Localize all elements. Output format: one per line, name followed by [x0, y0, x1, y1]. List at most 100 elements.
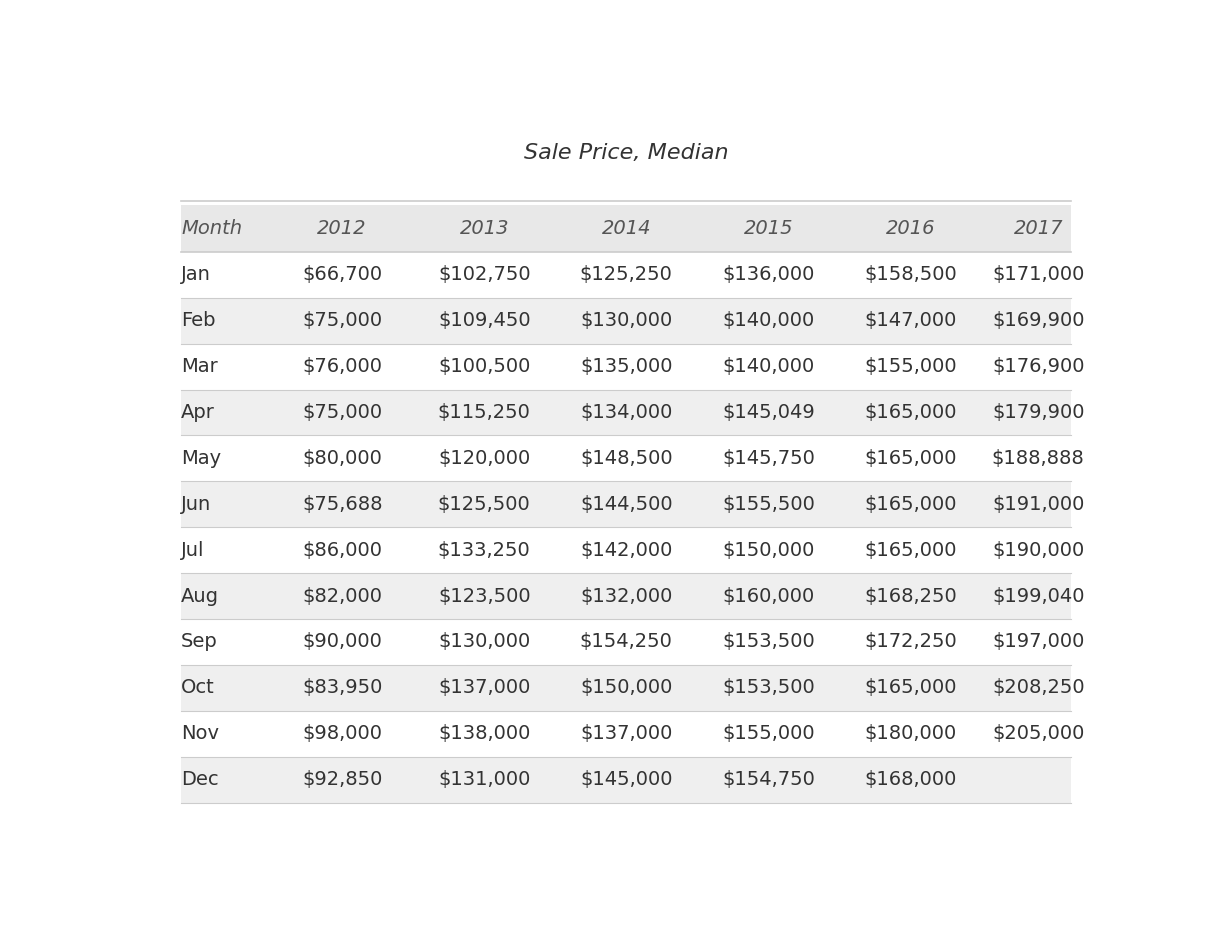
Text: $76,000: $76,000 — [302, 358, 382, 377]
Text: $168,000: $168,000 — [864, 770, 957, 789]
Text: 2016: 2016 — [886, 219, 935, 237]
Text: $83,950: $83,950 — [302, 678, 382, 697]
Bar — [181, 619, 1072, 665]
Bar — [181, 665, 1072, 710]
Text: 2012: 2012 — [318, 219, 367, 237]
Text: $197,000: $197,000 — [992, 633, 1084, 652]
Text: $179,900: $179,900 — [992, 403, 1084, 422]
Text: $90,000: $90,000 — [302, 633, 382, 652]
Text: $155,000: $155,000 — [722, 725, 815, 744]
Bar — [181, 204, 1072, 252]
Text: 2014: 2014 — [601, 219, 651, 237]
Text: $131,000: $131,000 — [437, 770, 530, 789]
Bar — [181, 390, 1072, 435]
Text: $154,250: $154,250 — [579, 633, 673, 652]
Text: $66,700: $66,700 — [302, 266, 382, 285]
Text: $172,250: $172,250 — [864, 633, 957, 652]
Text: $148,500: $148,500 — [580, 449, 672, 468]
Text: $150,000: $150,000 — [580, 678, 672, 697]
Text: Jun: Jun — [181, 495, 211, 514]
Text: $82,000: $82,000 — [302, 587, 382, 605]
Text: Jul: Jul — [181, 541, 204, 560]
Text: $140,000: $140,000 — [722, 311, 814, 330]
Text: $180,000: $180,000 — [864, 725, 957, 744]
Text: May: May — [181, 449, 221, 468]
Text: $102,750: $102,750 — [437, 266, 530, 285]
Text: $92,850: $92,850 — [302, 770, 382, 789]
Text: $155,000: $155,000 — [864, 358, 957, 377]
Text: $100,500: $100,500 — [437, 358, 530, 377]
Text: Feb: Feb — [181, 311, 215, 330]
Text: $165,000: $165,000 — [864, 495, 957, 514]
Text: $188,888: $188,888 — [992, 449, 1085, 468]
Text: Sale Price, Median: Sale Price, Median — [524, 143, 728, 163]
Bar — [181, 252, 1072, 298]
Bar — [181, 343, 1072, 390]
Text: 2017: 2017 — [1013, 219, 1063, 237]
Text: 2015: 2015 — [743, 219, 793, 237]
Text: $165,000: $165,000 — [864, 541, 957, 560]
Text: $86,000: $86,000 — [302, 541, 382, 560]
Text: $169,900: $169,900 — [992, 311, 1084, 330]
Text: Apr: Apr — [181, 403, 215, 422]
Bar — [181, 757, 1072, 802]
Text: $142,000: $142,000 — [580, 541, 672, 560]
Text: $199,040: $199,040 — [992, 587, 1084, 605]
Text: $190,000: $190,000 — [992, 541, 1084, 560]
Text: Jan: Jan — [181, 266, 211, 285]
Text: Month: Month — [181, 219, 242, 237]
Bar — [181, 298, 1072, 343]
Text: $75,688: $75,688 — [302, 495, 382, 514]
Text: $153,500: $153,500 — [722, 678, 815, 697]
Text: $158,500: $158,500 — [864, 266, 957, 285]
Text: $134,000: $134,000 — [580, 403, 672, 422]
Text: $145,750: $145,750 — [722, 449, 815, 468]
Text: $137,000: $137,000 — [437, 678, 530, 697]
Bar — [181, 482, 1072, 527]
Text: $125,250: $125,250 — [579, 266, 673, 285]
Text: $150,000: $150,000 — [722, 541, 815, 560]
Text: Dec: Dec — [181, 770, 219, 789]
Text: $176,900: $176,900 — [992, 358, 1084, 377]
Text: $115,250: $115,250 — [437, 403, 530, 422]
Text: $191,000: $191,000 — [992, 495, 1084, 514]
Text: $147,000: $147,000 — [864, 311, 957, 330]
Text: $153,500: $153,500 — [722, 633, 815, 652]
Bar — [181, 573, 1072, 619]
Text: $208,250: $208,250 — [992, 678, 1085, 697]
Text: Sep: Sep — [181, 633, 218, 652]
Bar — [181, 435, 1072, 482]
Text: $155,500: $155,500 — [722, 495, 815, 514]
Text: $165,000: $165,000 — [864, 678, 957, 697]
Text: $98,000: $98,000 — [302, 725, 382, 744]
Text: $138,000: $138,000 — [437, 725, 530, 744]
Text: $144,500: $144,500 — [580, 495, 672, 514]
Text: $165,000: $165,000 — [864, 449, 957, 468]
Text: $205,000: $205,000 — [992, 725, 1084, 744]
Text: $137,000: $137,000 — [580, 725, 672, 744]
Bar — [181, 710, 1072, 757]
Text: Aug: Aug — [181, 587, 219, 605]
Text: $165,000: $165,000 — [864, 403, 957, 422]
Text: Oct: Oct — [181, 678, 215, 697]
Text: $80,000: $80,000 — [302, 449, 382, 468]
Text: $136,000: $136,000 — [722, 266, 815, 285]
Text: $168,250: $168,250 — [864, 587, 957, 605]
Text: $140,000: $140,000 — [722, 358, 814, 377]
Text: $135,000: $135,000 — [580, 358, 672, 377]
Text: Nov: Nov — [181, 725, 219, 744]
Text: $75,000: $75,000 — [302, 311, 382, 330]
Text: $160,000: $160,000 — [722, 587, 814, 605]
Text: $145,000: $145,000 — [580, 770, 672, 789]
Text: $145,049: $145,049 — [722, 403, 815, 422]
Text: $109,450: $109,450 — [437, 311, 530, 330]
Text: 2013: 2013 — [459, 219, 510, 237]
Text: $130,000: $130,000 — [580, 311, 672, 330]
Text: $171,000: $171,000 — [992, 266, 1084, 285]
Text: $120,000: $120,000 — [439, 449, 530, 468]
Text: $125,500: $125,500 — [437, 495, 530, 514]
Text: $132,000: $132,000 — [580, 587, 672, 605]
Text: $75,000: $75,000 — [302, 403, 382, 422]
Text: $154,750: $154,750 — [722, 770, 815, 789]
Text: Mar: Mar — [181, 358, 218, 377]
